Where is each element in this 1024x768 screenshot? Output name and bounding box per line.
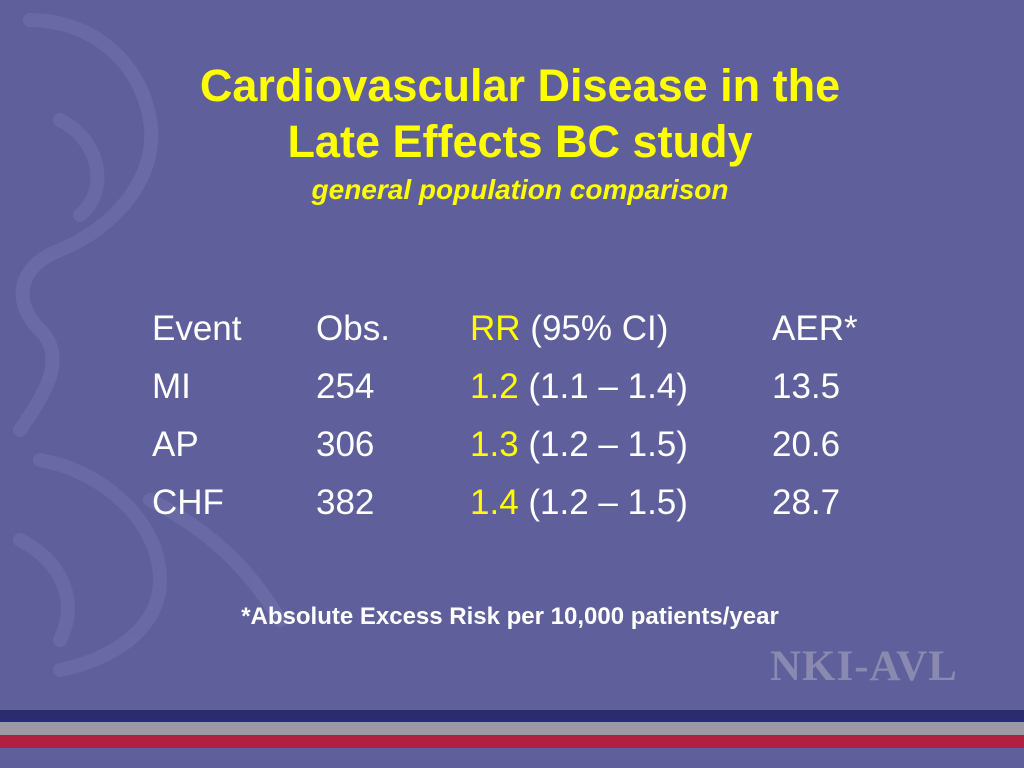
cell-ci: (1.2 – 1.5) (518, 483, 688, 522)
cell-rr: 1.2 (470, 367, 519, 406)
table-row: MI 254 1.2 (1.1 – 1.4) 13.5 (152, 358, 882, 416)
cell-ci: (1.1 – 1.4) (518, 367, 688, 406)
cell-rr-ci: 1.2 (1.1 – 1.4) (470, 358, 772, 416)
header-rr-ci: RR (95% CI) (470, 300, 772, 358)
cell-rr: 1.4 (470, 483, 519, 522)
cell-obs: 382 (316, 483, 375, 522)
header-event: Event (152, 309, 242, 348)
cell-aer: 13.5 (772, 367, 841, 406)
title-line-1: Cardiovascular Disease in the (199, 60, 841, 111)
table-header-row: Event Obs. RR (95% CI) AER* (152, 300, 882, 358)
stripe-red (0, 735, 1024, 748)
header-obs: Obs. (316, 309, 390, 348)
cell-obs: 254 (316, 367, 375, 406)
nki-avl-logo: NKI-AVL (770, 643, 958, 690)
cell-rr: 1.3 (470, 425, 519, 464)
header-rr: RR (470, 309, 521, 348)
table-row: AP 306 1.3 (1.2 – 1.5) 20.6 (152, 416, 882, 474)
cell-event: CHF (152, 483, 224, 522)
header-ci: (95% CI) (520, 309, 669, 348)
cell-rr-ci: 1.3 (1.2 – 1.5) (470, 416, 772, 474)
title-block: Cardiovascular Disease in the Late Effec… (0, 58, 1024, 210)
cell-obs: 306 (316, 425, 375, 464)
table-row: CHF 382 1.4 (1.2 – 1.5) 28.7 (152, 474, 882, 532)
stripe-navy (0, 710, 1024, 722)
title-line-2: Late Effects BC study (287, 116, 753, 167)
cell-event: AP (152, 425, 199, 464)
cell-aer: 20.6 (772, 425, 841, 464)
cell-aer: 28.7 (772, 483, 841, 522)
header-aer: AER* (772, 309, 858, 348)
stripe-bottom (0, 748, 1024, 768)
cell-ci: (1.2 – 1.5) (518, 425, 688, 464)
cell-event: MI (152, 367, 191, 406)
stripe-gray (0, 722, 1024, 735)
footnote: *Absolute Excess Risk per 10,000 patient… (241, 603, 779, 630)
background-profile-art (13, 13, 287, 677)
results-table: Event Obs. RR (95% CI) AER* MI 254 1.2 (… (152, 300, 882, 532)
cell-rr-ci: 1.4 (1.2 – 1.5) (470, 474, 772, 532)
subtitle: general population comparison (311, 174, 729, 205)
